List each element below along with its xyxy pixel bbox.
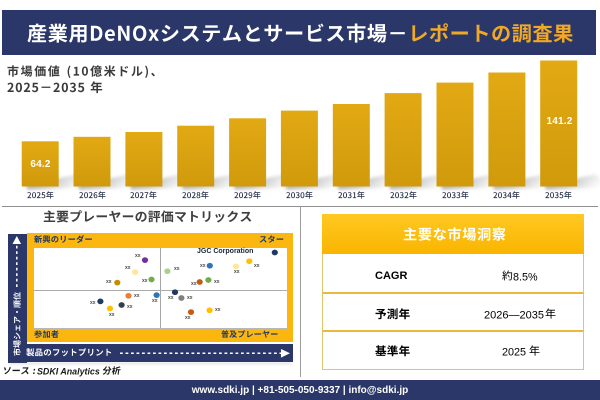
svg-text:8.5%: 8.5% bbox=[513, 272, 538, 284]
svg-text:2025: 2025 bbox=[502, 347, 526, 359]
svg-text:SDKI Analytics: SDKI Analytics bbox=[37, 366, 100, 376]
svg-text:2026—2035: 2026—2035 bbox=[484, 309, 544, 321]
